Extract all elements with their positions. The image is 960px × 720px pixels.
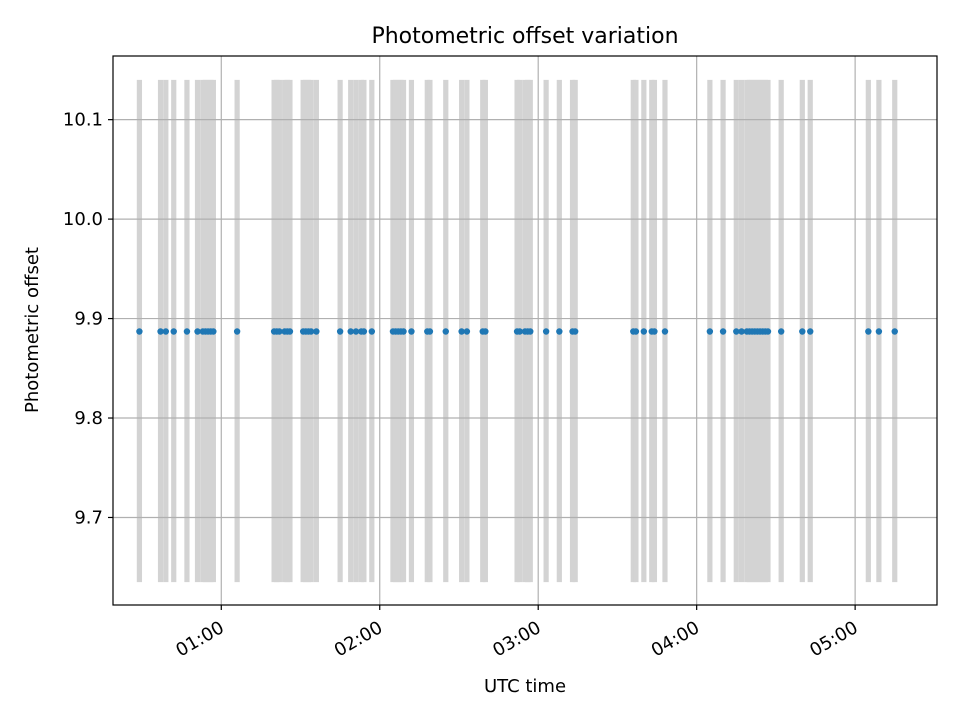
data-point bbox=[183, 328, 191, 335]
data-point bbox=[400, 328, 407, 335]
data-point bbox=[276, 328, 283, 335]
y-tick-label: 9.7 bbox=[74, 507, 103, 528]
data-point bbox=[865, 328, 872, 335]
y-axis-label: Photometric offset bbox=[22, 247, 43, 413]
data-point bbox=[233, 328, 241, 335]
data-point bbox=[632, 328, 640, 335]
data-point bbox=[661, 328, 669, 335]
data-point bbox=[875, 328, 883, 335]
y-axis-ticks: 9.7 9.8 9.9 10.0 10.1 bbox=[63, 110, 113, 528]
x-tick-label: 04:00 bbox=[648, 617, 703, 661]
data-point bbox=[307, 328, 315, 335]
x-axis-ticks: 01:00 02:00 03:00 04:00 05:00 bbox=[172, 605, 862, 661]
data-point bbox=[442, 328, 449, 335]
data-point bbox=[368, 328, 376, 335]
x-tick-label: 05:00 bbox=[806, 617, 861, 661]
data-point bbox=[313, 328, 320, 335]
data-point bbox=[542, 328, 550, 335]
data-point bbox=[210, 328, 217, 335]
chart-title: Photometric offset variation bbox=[371, 24, 678, 49]
data-point bbox=[352, 328, 360, 335]
data-point bbox=[270, 328, 278, 335]
data-point bbox=[157, 328, 164, 335]
data-point bbox=[719, 328, 727, 335]
data-point bbox=[162, 328, 170, 335]
data-point bbox=[408, 328, 415, 335]
data-point bbox=[807, 328, 814, 335]
data-point bbox=[286, 328, 294, 335]
data-point bbox=[764, 328, 772, 335]
data-point bbox=[738, 328, 745, 335]
y-tick-label: 10.1 bbox=[63, 110, 103, 131]
data-point bbox=[777, 328, 785, 335]
data-point bbox=[556, 328, 563, 335]
data-point bbox=[458, 328, 465, 335]
data-point bbox=[651, 328, 658, 335]
data-point bbox=[516, 328, 523, 335]
y-tick-label: 9.8 bbox=[74, 408, 103, 429]
data-point bbox=[426, 328, 434, 335]
data-point bbox=[336, 328, 344, 335]
data-point bbox=[170, 328, 177, 335]
data-point bbox=[482, 328, 489, 335]
data-point bbox=[527, 328, 534, 335]
y-tick-label: 9.9 bbox=[74, 309, 103, 330]
grid-lines bbox=[113, 56, 937, 605]
data-point bbox=[347, 328, 354, 335]
data-point bbox=[571, 328, 579, 335]
data-point bbox=[891, 328, 898, 335]
data-points bbox=[136, 328, 898, 335]
data-point bbox=[733, 328, 740, 335]
y-tick-label: 10.0 bbox=[63, 209, 103, 230]
data-point bbox=[640, 328, 648, 335]
x-axis-label: UTC time bbox=[484, 676, 566, 697]
data-point bbox=[194, 328, 201, 335]
data-point bbox=[706, 328, 714, 335]
data-point bbox=[360, 328, 368, 335]
data-point bbox=[463, 328, 471, 335]
x-tick-label: 03:00 bbox=[489, 617, 544, 661]
x-tick-label: 02:00 bbox=[331, 617, 386, 661]
data-point bbox=[136, 328, 143, 335]
x-tick-label: 01:00 bbox=[172, 617, 227, 661]
data-point bbox=[799, 328, 806, 335]
plot-frame bbox=[112, 55, 938, 606]
